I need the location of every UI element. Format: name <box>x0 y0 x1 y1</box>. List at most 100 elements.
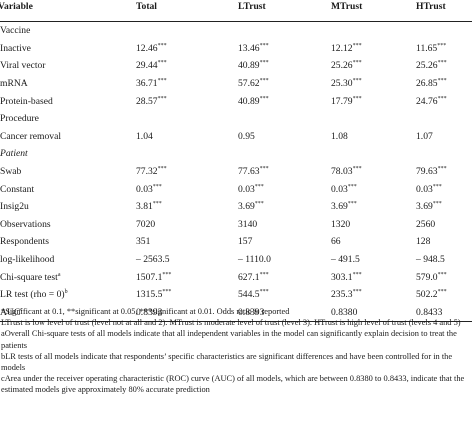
cell-value: 11.65 <box>416 42 438 54</box>
significance-mark: *** <box>437 60 447 67</box>
cell-value: 303.1 <box>331 271 353 283</box>
table-cell: 1507.1*** <box>136 268 238 286</box>
table-cell <box>238 145 331 163</box>
row-label: Swab <box>0 163 136 181</box>
table-cell <box>416 110 472 128</box>
header-variable: Variable <box>0 0 136 22</box>
row-label-text: Chi-square test <box>0 271 58 283</box>
table-cell: 40.89*** <box>238 57 331 75</box>
row-label-text: Constant <box>0 183 35 195</box>
cell-value: 128 <box>416 236 431 248</box>
row-label-text: AUC <box>0 306 21 318</box>
row-label-text: Cancer removal <box>0 130 61 142</box>
table-cell: 0.03*** <box>136 180 238 198</box>
table-cell: 3.69*** <box>331 198 416 216</box>
footnote-trust-levels: LTrust is low level of trust (level not … <box>1 318 461 328</box>
table-cell: 11.65*** <box>416 40 472 58</box>
table-cell: 12.12*** <box>331 40 416 58</box>
cell-value: 1507.1 <box>136 271 163 283</box>
cell-value: 157 <box>238 236 253 248</box>
significance-mark: *** <box>347 201 357 208</box>
table-cell: 627.1*** <box>238 268 331 286</box>
table-body: Vaccine Inactive 12.46*** 13.46*** 12.12*** 1… <box>0 22 472 323</box>
table-cell: 0.8393 <box>136 303 238 323</box>
cell-value: 3140 <box>238 218 258 230</box>
table-cell: 66 <box>331 233 416 251</box>
cell-value: – 491.5 <box>331 254 360 266</box>
significance-mark: *** <box>352 95 362 102</box>
table-cell <box>416 22 472 40</box>
cell-value: 40.89 <box>238 95 260 107</box>
row-label: LR test (rho = 0)b <box>0 286 136 304</box>
table-row: mRNA 36.71*** 57.62*** 25.30*** 26.85*** <box>0 75 472 93</box>
table-cell: 235.3*** <box>331 286 416 304</box>
significance-mark: *** <box>437 77 447 84</box>
cell-value: – 1110.0 <box>238 254 271 266</box>
table-cell: 502.2*** <box>416 286 472 304</box>
significance-mark: *** <box>259 42 269 49</box>
table-cell: 0.03*** <box>331 180 416 198</box>
cell-value: 29.44 <box>136 60 158 72</box>
significance-mark: *** <box>347 183 357 190</box>
significance-mark: *** <box>432 183 442 190</box>
cell-value: 0.03 <box>331 183 348 195</box>
significance-mark: *** <box>437 289 447 296</box>
table-cell <box>331 110 416 128</box>
table-cell: 17.79*** <box>331 92 416 110</box>
table-cell <box>331 22 416 40</box>
significance-mark: *** <box>157 95 167 102</box>
cell-value: 12.46 <box>136 42 158 54</box>
table-row: Viral vector 29.44*** 40.89*** 25.26*** 25.2… <box>0 57 472 75</box>
cell-value: – 948.5 <box>416 254 445 266</box>
significance-mark: *** <box>152 201 162 208</box>
footnote-auc: cArea under the receiver operating chara… <box>1 374 465 395</box>
row-label-text: Observations <box>0 218 51 230</box>
cell-value: 3.69 <box>238 201 255 213</box>
table-cell: 1.08 <box>331 128 416 146</box>
cell-value: 1315.5 <box>136 289 163 301</box>
table-cell <box>238 110 331 128</box>
cell-value: 26.85 <box>416 78 438 90</box>
table-cell: 3.69*** <box>416 198 472 216</box>
row-label-footnote-mark: b <box>64 289 68 296</box>
cell-value: 57.62 <box>238 78 260 90</box>
table-cell <box>238 22 331 40</box>
table-footnotes: *Significant at 0.1, **significant at 0.… <box>0 306 474 396</box>
row-label-text: Vaccine <box>0 25 31 37</box>
footnote-significance: *Significant at 0.1, **significant at 0.… <box>1 307 290 316</box>
table-cell: 0.95 <box>238 128 331 146</box>
table-cell: 0.03*** <box>238 180 331 198</box>
table-row: Constant 0.03*** 0.03*** 0.03*** 0.03*** <box>0 180 472 198</box>
table-cell: 57.62*** <box>238 75 331 93</box>
table-cell: 78.03*** <box>331 163 416 181</box>
header-total: Total <box>136 0 238 22</box>
table-cell: – 2563.5 <box>136 251 238 269</box>
significance-mark: *** <box>259 60 269 67</box>
cell-value: 627.1 <box>238 271 260 283</box>
table-cell: – 948.5 <box>416 251 472 269</box>
footnote-lr-test: bLR tests of all models indicate that re… <box>1 351 453 373</box>
cell-value: 78.03 <box>331 166 353 178</box>
table-cell: – 1110.0 <box>238 251 331 269</box>
cell-value: 28.57 <box>136 95 158 107</box>
table-row: Swab 77.32*** 77.63*** 78.03*** 79.63*** <box>0 163 472 181</box>
significance-mark: *** <box>157 60 167 67</box>
row-label: Observations <box>0 216 136 234</box>
table-header-row: Variable Total LTrust MTrust HTrust <box>0 0 472 22</box>
table-cell: 3.69*** <box>238 198 331 216</box>
table-row: Procedure <box>0 110 472 128</box>
cell-value: 77.63 <box>238 166 260 178</box>
table-row: Protein-based 28.57*** 40.89*** 17.79*** 24.… <box>0 92 472 110</box>
cell-value: 13.46 <box>238 42 260 54</box>
cell-value: 0.8433 <box>416 306 443 318</box>
table-cell: 303.1*** <box>331 268 416 286</box>
row-label: Viral vector <box>0 57 136 75</box>
cell-value: 235.3 <box>331 289 353 301</box>
row-label-footnote-mark: c <box>20 306 23 313</box>
table-cell: 24.76*** <box>416 92 472 110</box>
row-label: Insig2u <box>0 198 136 216</box>
cell-value: 3.69 <box>331 201 348 213</box>
row-label-text: Patient <box>0 148 28 160</box>
cell-value: 1.07 <box>416 130 433 142</box>
